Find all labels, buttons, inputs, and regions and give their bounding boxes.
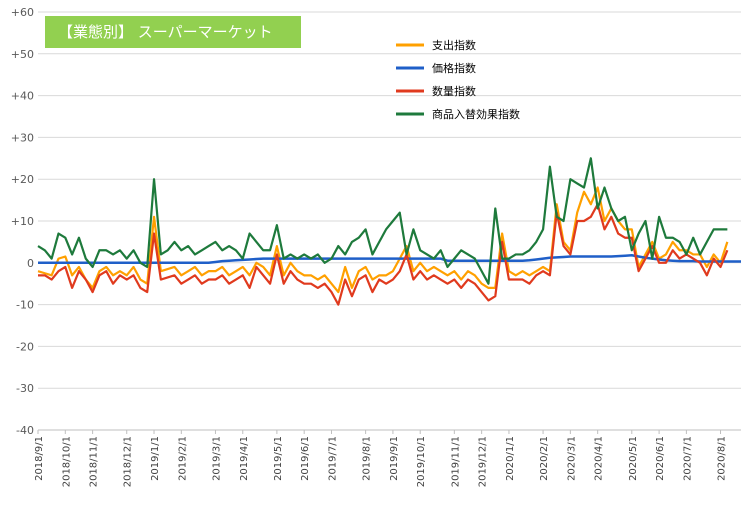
- x-tick-label: 2019/10/1: [416, 436, 427, 487]
- chart-title: 【業態別】 スーパーマーケット: [58, 23, 273, 41]
- x-tick-label: 2018/10/1: [61, 436, 72, 487]
- y-tick-label: +10: [11, 215, 34, 228]
- x-tick-label: 2019/7/1: [327, 436, 338, 481]
- y-tick-label: -30: [16, 382, 34, 395]
- x-tick-label: 2019/9/1: [389, 436, 400, 481]
- series-line-1: [37, 186, 729, 294]
- chart-title-box: 【業態別】 スーパーマーケット: [45, 16, 301, 48]
- x-tick-label: 2020/5/1: [628, 436, 639, 481]
- y-tick-label: +40: [11, 90, 34, 103]
- x-tick-label: 2018/11/1: [89, 436, 100, 487]
- y-tick-label: -40: [16, 424, 34, 437]
- legend-label: 価格指数: [432, 61, 476, 75]
- legend-label: 数量指数: [432, 84, 476, 98]
- legend-label: 支出指数: [432, 38, 476, 52]
- y-tick-label: +50: [11, 48, 34, 61]
- x-tick-label: 2019/12/1: [478, 436, 489, 487]
- x-tick-label: 2020/1/1: [505, 436, 516, 481]
- x-tick-label: 2019/4/1: [239, 436, 250, 481]
- x-tick-label: 2019/6/1: [300, 436, 311, 481]
- x-tick-label: 2019/8/1: [362, 436, 373, 481]
- x-tick-label: 2020/4/1: [594, 436, 605, 481]
- y-tick-label: -10: [16, 299, 34, 312]
- x-tick-label: 2020/8/1: [717, 436, 728, 481]
- x-tick-label: 2019/3/1: [211, 436, 222, 481]
- y-tick-label: +30: [11, 131, 34, 144]
- series-line-3: [38, 203, 729, 306]
- series-line-2: [38, 254, 741, 265]
- chart-title-background: [45, 16, 301, 48]
- x-tick-label: 2020/7/1: [682, 436, 693, 481]
- y-tick-label: -20: [16, 340, 34, 353]
- x-tick-label: 2020/2/1: [539, 436, 550, 481]
- x-tick-label: 2019/5/1: [273, 436, 284, 481]
- y-tick-label: 0: [27, 257, 34, 270]
- x-tick-label: 2019/11/1: [450, 436, 461, 487]
- x-tick-label: 2018/12/1: [123, 436, 134, 487]
- y-axis-ticks: -40 -30 -20 -10 0 +10 +20 +30 +40 +50 +60: [11, 6, 34, 437]
- x-tick-label: 2020/3/1: [566, 436, 577, 481]
- series-line-4: [37, 157, 728, 285]
- x-tick-label: 2019/2/1: [177, 436, 188, 481]
- x-tick-label: 2020/6/1: [655, 436, 666, 481]
- series-lines: [37, 157, 741, 306]
- x-axis-ticks: 2018/9/1 2018/10/1 2018/11/1 2018/12/1 2019/…: [34, 430, 728, 487]
- gridlines: [38, 11, 741, 431]
- y-tick-label: +60: [11, 6, 34, 19]
- legend-label: 商品入替効果指数: [432, 107, 520, 121]
- y-tick-label: +20: [11, 173, 34, 186]
- x-tick-label: 2018/9/1: [34, 436, 45, 481]
- x-tick-label: 2019/1/1: [150, 436, 161, 481]
